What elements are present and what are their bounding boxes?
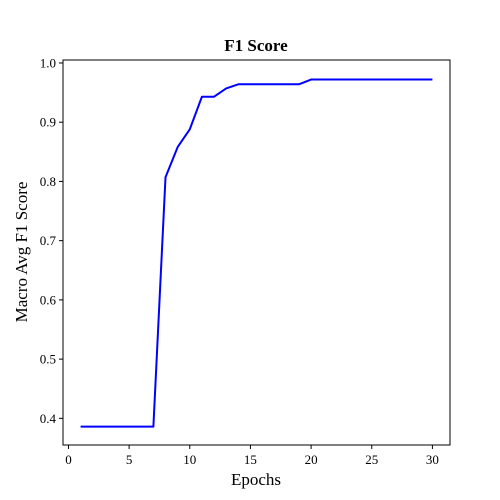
x-tick-label: 20 bbox=[305, 452, 318, 467]
x-tick-label: 5 bbox=[126, 452, 133, 467]
x-tick-label: 25 bbox=[365, 452, 378, 467]
y-axis-ticks: 0.4 0.5 0.6 0.7 0.8 0.9 1.0 bbox=[40, 55, 63, 426]
x-tick-label: 0 bbox=[65, 452, 72, 467]
y-axis-label: Macro Avg F1 Score bbox=[12, 182, 31, 323]
y-tick-label: 0.7 bbox=[40, 233, 57, 248]
x-axis-ticks: 0 5 10 15 20 25 30 bbox=[65, 445, 439, 467]
chart-title: F1 Score bbox=[224, 36, 288, 55]
y-tick-label: 0.9 bbox=[40, 115, 56, 130]
plot-frame bbox=[62, 59, 451, 446]
y-tick-label: 1.0 bbox=[40, 55, 56, 70]
y-tick-label: 0.8 bbox=[40, 174, 56, 189]
series-group bbox=[80, 78, 433, 428]
y-tick-label: 0.6 bbox=[40, 292, 57, 307]
series-line bbox=[80, 78, 433, 428]
y-tick-label: 0.5 bbox=[40, 352, 56, 367]
y-tick-label: 0.4 bbox=[40, 411, 57, 426]
x-tick-label: 30 bbox=[426, 452, 439, 467]
x-tick-label: 15 bbox=[244, 452, 257, 467]
x-axis-label: Epochs bbox=[231, 470, 281, 489]
x-tick-label: 10 bbox=[183, 452, 196, 467]
